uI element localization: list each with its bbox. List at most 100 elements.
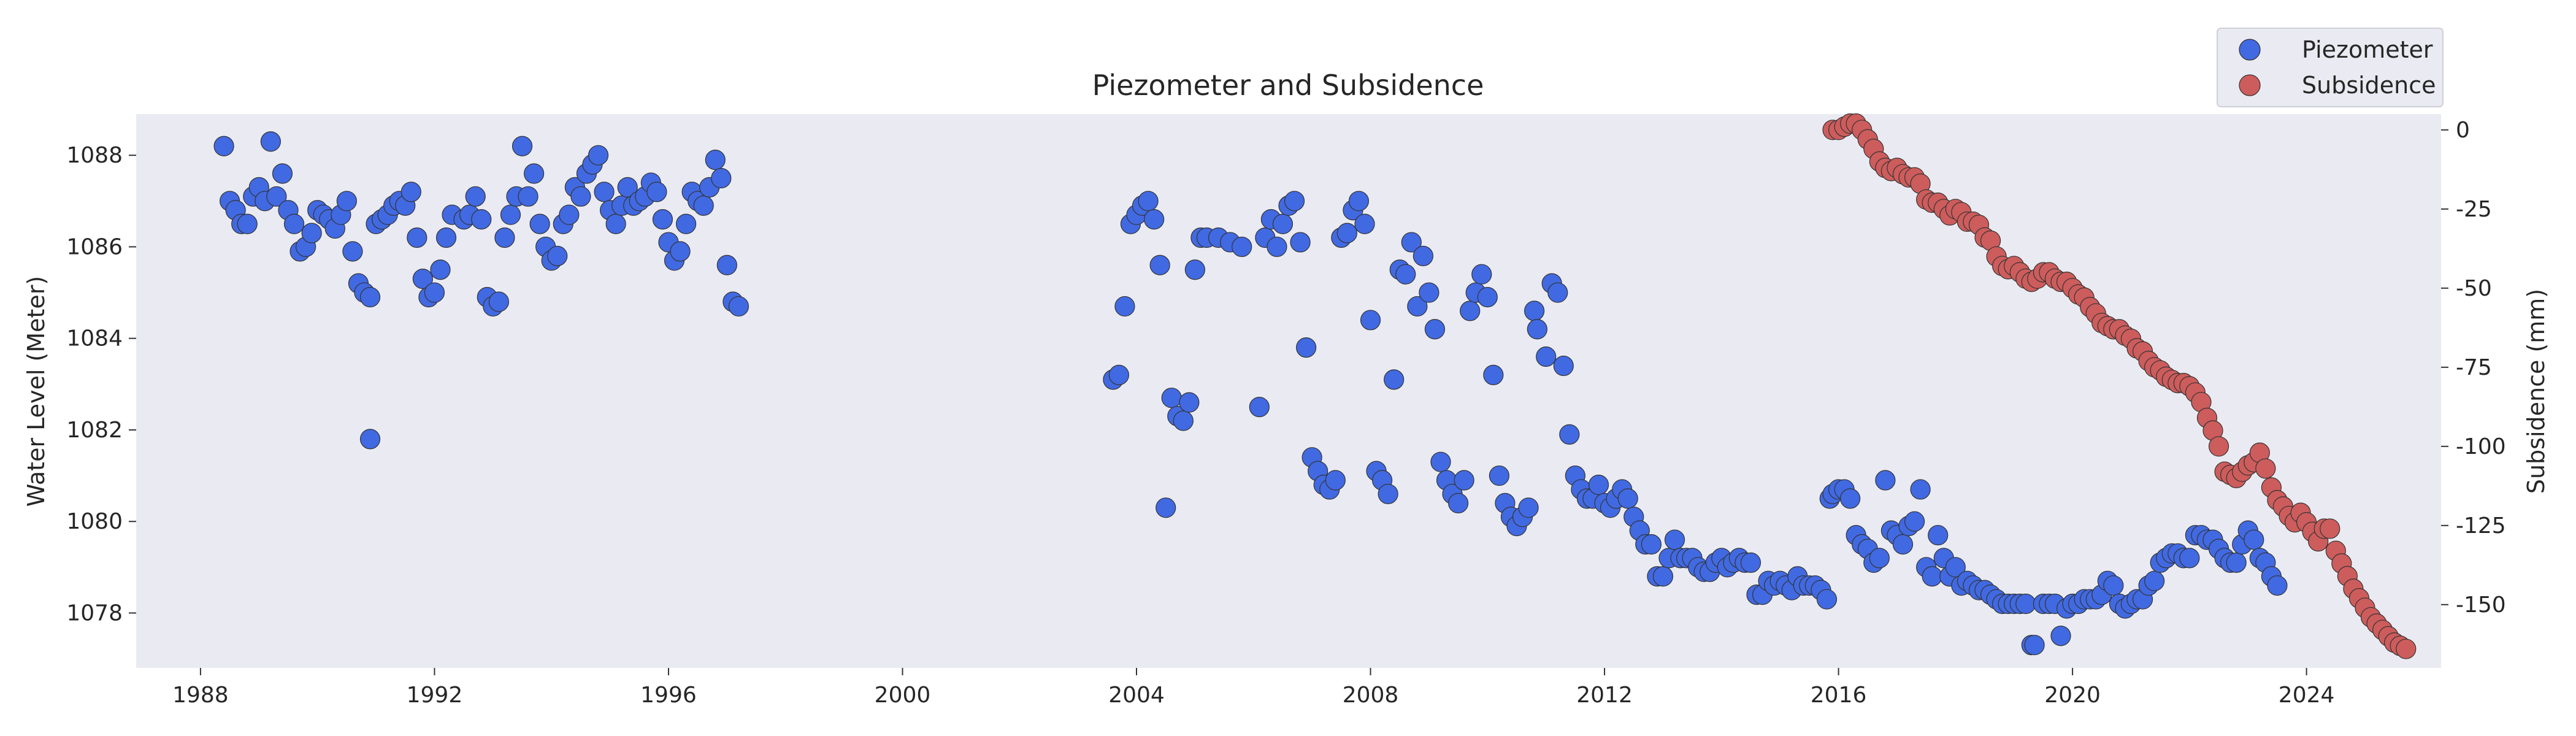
- piezometer-point: [1928, 524, 1949, 546]
- piezometer-point: [1524, 301, 1545, 321]
- piezometer-point: [2244, 529, 2264, 550]
- y2-tick-label: -125: [2456, 513, 2506, 539]
- piezometer-point: [465, 186, 486, 207]
- piezometer-point: [588, 145, 609, 166]
- piezometer-point: [260, 131, 281, 152]
- piezometer-point: [728, 296, 749, 317]
- legend-label-subsidence: Subsidence: [2302, 72, 2436, 99]
- y-axis-right: 0 -25 -50 -75 -100 -125 -150: [2441, 118, 2506, 618]
- piezometer-point: [301, 223, 322, 243]
- piezometer-point: [1249, 397, 1270, 418]
- piezometer-point: [1384, 369, 1405, 390]
- piezometer-point: [1173, 410, 1194, 431]
- legend-marker-subsidence: [2239, 74, 2261, 96]
- piezometer-point: [266, 186, 287, 207]
- piezometer-point: [1869, 548, 1890, 569]
- x-tick-label: 2000: [875, 683, 931, 708]
- y2-tick-label: -150: [2456, 592, 2506, 618]
- piezometer-point: [523, 163, 545, 184]
- piezometer-point: [1664, 529, 1685, 550]
- piezometer-point: [430, 259, 451, 280]
- y-axis-right-label: Subsidence (mm): [2523, 289, 2550, 494]
- piezometer-point: [1536, 346, 1557, 367]
- piezometer-point: [1547, 282, 1568, 303]
- piezometer-point: [1138, 191, 1159, 212]
- piezometer-point: [2226, 552, 2247, 573]
- piezometer-point: [342, 241, 363, 262]
- subsidence-point: [2255, 458, 2276, 479]
- piezometer-point: [1395, 264, 1416, 285]
- piezometer-point: [617, 177, 638, 198]
- piezometer-point: [559, 204, 580, 225]
- y-axis-left-label: Water Level (Meter): [23, 276, 50, 507]
- piezometer-point: [1617, 488, 1638, 509]
- piezometer-point: [359, 429, 381, 450]
- piezometer-point: [412, 269, 433, 289]
- piezometer-point: [1378, 483, 1398, 505]
- piezometer-point: [1518, 497, 1539, 518]
- piezometer-point: [401, 182, 421, 202]
- piezometer-point: [1460, 301, 1481, 321]
- piezometer-point: [1424, 319, 1446, 340]
- y2-tick-label: 0: [2456, 118, 2470, 143]
- piezometer-point: [1144, 209, 1165, 230]
- piezometer-point: [705, 150, 726, 171]
- piezometer-point: [471, 209, 492, 230]
- piezometer-point: [1588, 474, 1609, 496]
- piezometer-point: [1430, 451, 1451, 472]
- piezometer-point: [272, 163, 293, 184]
- piezometer-point: [1108, 364, 1129, 385]
- piezometer-point: [711, 167, 732, 189]
- piezometer-point: [1290, 232, 1311, 253]
- legend-box: [2217, 28, 2444, 107]
- x-axis: 1988 1992 1996 2000 2004 2008 2012 2016 2020 2024: [172, 668, 2334, 708]
- piezometer-point: [359, 286, 381, 308]
- x-tick-label: 2012: [1576, 683, 1633, 708]
- piezometer-point: [1483, 364, 1504, 385]
- piezometer-point: [1272, 213, 1294, 234]
- piezometer-point: [1892, 534, 1914, 555]
- chart-title: Piezometer and Subsidence: [1092, 69, 1484, 102]
- piezometer-point: [670, 241, 691, 262]
- legend-marker-piezometer: [2239, 39, 2261, 61]
- series-subsidence: [1822, 113, 2417, 659]
- piezometer-point: [1641, 534, 1662, 555]
- piezometer-point: [594, 182, 615, 202]
- piezometer-point: [1232, 236, 1252, 258]
- y2-tick-label: -50: [2456, 276, 2492, 301]
- piezometer-point: [488, 291, 509, 312]
- piezometer-point: [1407, 296, 1428, 317]
- piezometer-point: [237, 213, 258, 234]
- x-tick-label: 1996: [640, 683, 697, 708]
- piezometer-point: [512, 136, 533, 156]
- piezometer-point: [529, 213, 550, 234]
- piezometer-point: [2179, 548, 2200, 569]
- piezometer-point: [1354, 213, 1375, 234]
- piezometer-point: [2024, 635, 2045, 656]
- piezometer-point: [424, 282, 445, 303]
- piezometer-point: [1816, 589, 1838, 610]
- piezometer-point: [1336, 223, 1357, 243]
- piezometer-point: [1904, 511, 1925, 532]
- y-tick-label: 1078: [66, 600, 123, 626]
- piezometer-point: [646, 182, 667, 202]
- x-tick-label: 2024: [2279, 683, 2335, 708]
- piezometer-point: [1267, 236, 1287, 258]
- piezometer-point: [1161, 388, 1182, 408]
- y-tick-label: 1088: [66, 143, 123, 168]
- piezometer-point: [1114, 296, 1135, 317]
- piezometer-point: [1527, 319, 1547, 340]
- legend-label-piezometer: Piezometer: [2302, 36, 2433, 63]
- piezometer-point: [1740, 552, 1761, 573]
- subsidence-point: [2208, 436, 2229, 457]
- piezometer-point: [1156, 497, 1176, 518]
- piezometer-point: [1419, 282, 1439, 303]
- piezometer-point: [652, 209, 673, 230]
- piezometer-point: [1945, 557, 1966, 578]
- series-piezometer: [213, 131, 2288, 656]
- piezometer-point: [500, 204, 521, 225]
- piezometer-point: [2267, 575, 2288, 596]
- piezometer-point: [1553, 355, 1574, 377]
- piezometer-point: [1179, 392, 1200, 413]
